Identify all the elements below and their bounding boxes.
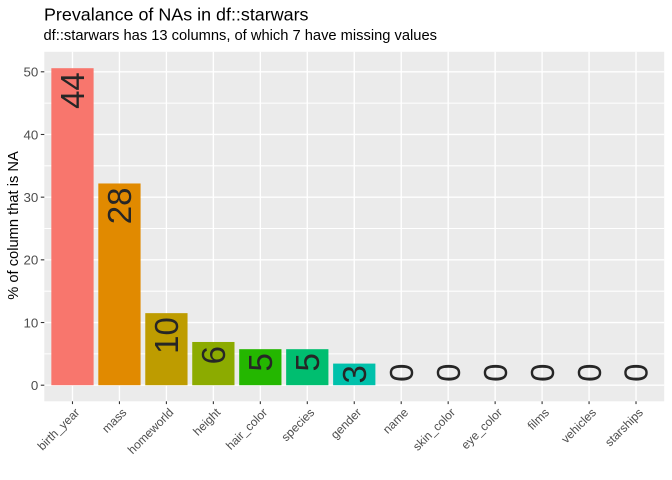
svg-text:40: 40	[24, 127, 39, 142]
svg-text:10: 10	[24, 315, 39, 330]
svg-text:0: 0	[383, 364, 420, 382]
svg-text:50: 50	[24, 65, 39, 80]
svg-text:0: 0	[618, 364, 655, 382]
svg-text:0: 0	[524, 364, 561, 382]
svg-text:28: 28	[101, 187, 138, 224]
svg-text:% of column that is NA: % of column that is NA	[6, 151, 22, 300]
svg-text:44: 44	[54, 72, 91, 109]
svg-text:5: 5	[242, 353, 279, 371]
svg-text:0: 0	[430, 364, 467, 382]
svg-text:0: 0	[571, 364, 608, 382]
svg-text:df::starwars has 13 columns, o: df::starwars has 13 columns, of which 7 …	[44, 28, 437, 44]
svg-text:0: 0	[31, 378, 38, 393]
svg-text:5: 5	[289, 353, 326, 371]
svg-text:0: 0	[477, 363, 514, 381]
svg-text:10: 10	[148, 317, 185, 354]
svg-text:30: 30	[24, 190, 39, 205]
svg-text:3: 3	[336, 365, 373, 383]
svg-text:6: 6	[195, 346, 232, 364]
svg-text:Prevalance of NAs in df::starw: Prevalance of NAs in df::starwars	[44, 5, 309, 25]
svg-text:20: 20	[24, 253, 39, 268]
